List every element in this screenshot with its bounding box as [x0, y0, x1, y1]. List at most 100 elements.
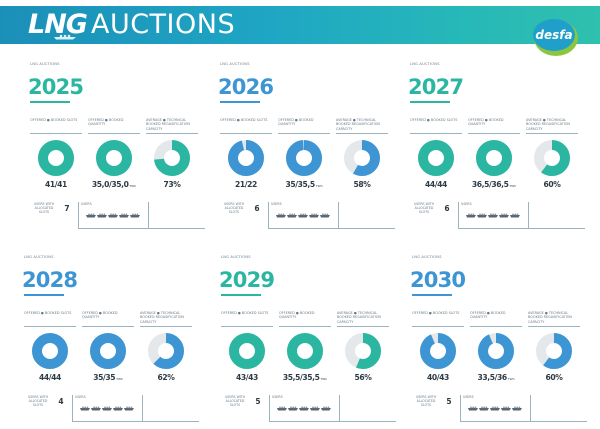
- metric-label: OFFERED ● BOOKED SLOTS: [30, 118, 78, 122]
- auction-panel-2026: LNG AUCTIONS 2026 OFFERED ● BOOKED SLOTS 21…: [218, 62, 395, 232]
- year-underline: [30, 101, 70, 103]
- donut-fill: [38, 140, 74, 176]
- donut-fill: [154, 140, 190, 176]
- donut-fill: [418, 140, 454, 176]
- donut-chart: [418, 140, 454, 176]
- panel-year: 2026: [218, 75, 274, 99]
- metric-value-text: 73%: [163, 180, 181, 189]
- users-box-label: USERS: [272, 395, 283, 399]
- donut-fill: [90, 333, 126, 369]
- metric-unit: TWh: [129, 184, 137, 188]
- metric-label: AVERAGE ● TECHNICAL BOOKED REGASIFICATIO…: [336, 118, 380, 131]
- donut-chart: [478, 333, 514, 369]
- metric-divider: [82, 326, 134, 327]
- metric-value-text: 35/35: [93, 373, 116, 382]
- metric-unit: TWh: [320, 377, 328, 381]
- panel-caption: LNG AUCTIONS: [220, 62, 250, 66]
- users-label: USERS WITH ALLOCATED SLOTS: [223, 202, 245, 214]
- donut-chart: [90, 333, 126, 369]
- metric-value-text: 44/44: [425, 180, 447, 189]
- users-box-label: USERS: [81, 202, 92, 206]
- metric-unit: TWh: [509, 184, 517, 188]
- users-label: USERS WITH ALLOCATED SLOTS: [27, 395, 49, 407]
- auction-panel-2030: LNG AUCTIONS 2030 OFFERED ● BOOKED SLOTS 40…: [410, 255, 587, 425]
- donut-chart: [420, 333, 456, 369]
- metric-divider: [410, 133, 462, 134]
- metric-divider: [412, 326, 464, 327]
- donut-chart: [345, 333, 381, 369]
- users-divider: [142, 395, 143, 421]
- header-banner: LNG AUCTIONS: [0, 6, 600, 44]
- users-divider: [458, 202, 459, 228]
- users-box-label: USERS: [461, 202, 472, 206]
- donut-chart: [148, 333, 184, 369]
- users-box-label: USERS: [75, 395, 86, 399]
- users-box-label: USERS: [271, 202, 282, 206]
- metric-label: AVERAGE ● TECHNICAL BOOKED REGASIFICATIO…: [526, 118, 570, 131]
- ship-icon: [54, 34, 76, 40]
- panel-year: 2029: [219, 268, 275, 292]
- metric-value: 62%: [136, 373, 196, 382]
- donut-chart: [476, 140, 512, 176]
- metric-divider: [468, 133, 520, 134]
- users-divider: [72, 395, 73, 421]
- metric-value: 56%: [333, 373, 393, 382]
- users-section: USERS WITH ALLOCATED SLOTS 4 USERS: [24, 395, 199, 425]
- metric-unit: TWh: [116, 377, 123, 381]
- metric-value-text: 36,5/36,5: [471, 180, 509, 189]
- users-label: USERS WITH ALLOCATED SLOTS: [33, 202, 55, 214]
- users-divider: [268, 202, 269, 228]
- donut-chart: [96, 140, 132, 176]
- users-label: USERS WITH ALLOCATED SLOTS: [415, 395, 437, 407]
- year-underline: [24, 294, 64, 296]
- users-rule: [268, 228, 395, 229]
- metric-label: AVERAGE ● TECHNICAL BOOKED REGASIFICATIO…: [140, 311, 184, 324]
- metric-value: 40/43: [408, 373, 468, 382]
- metric-value: 33,5/36TWh: [466, 373, 526, 382]
- auction-panel-2029: LNG AUCTIONS 2029 OFFERED ● BOOKED SLOTS 43…: [219, 255, 396, 425]
- metric-divider: [221, 326, 273, 327]
- donut-fill: [476, 140, 512, 176]
- donut-fill: [536, 333, 572, 369]
- metric-value-text: 40/43: [427, 373, 449, 382]
- year-underline: [220, 101, 260, 103]
- metric-label: OFFERED ● BOOKED QUANTITY: [470, 311, 506, 320]
- donut-chart: [534, 140, 570, 176]
- metric-divider: [30, 133, 82, 134]
- users-label: USERS WITH ALLOCATED SLOTS: [413, 202, 435, 214]
- metric-label: OFFERED ● BOOKED SLOTS: [220, 118, 268, 122]
- metric-divider: [470, 326, 522, 327]
- ships-icon: [276, 213, 330, 218]
- metric-value: 41/41: [26, 180, 86, 189]
- metric-value-text: 41/41: [45, 180, 67, 189]
- year-underline: [221, 294, 261, 296]
- metric-label: OFFERED ● BOOKED SLOTS: [221, 311, 269, 315]
- donut-fill: [534, 140, 570, 176]
- metric-divider: [528, 326, 580, 327]
- ships-icon: [466, 213, 520, 218]
- metric-label: AVERAGE ● TECHNICAL BOOKED REGASIFICATIO…: [528, 311, 572, 324]
- users-divider: [339, 395, 340, 421]
- donut-fill: [344, 140, 380, 176]
- metric-label: AVERAGE ● TECHNICAL BOOKED REGASIFICATIO…: [146, 118, 190, 131]
- users-count: 6: [254, 204, 260, 213]
- metric-divider: [140, 326, 192, 327]
- metric-value-text: 58%: [353, 180, 371, 189]
- panel-caption: LNG AUCTIONS: [30, 62, 60, 66]
- donut-chart: [286, 140, 322, 176]
- donut-chart: [154, 140, 190, 176]
- metric-value-text: 60%: [543, 180, 561, 189]
- metric-label: OFFERED ● BOOKED QUANTITY: [279, 311, 315, 320]
- metric-value-text: 35/35,5: [285, 180, 316, 189]
- metric-value-text: 43/43: [236, 373, 258, 382]
- metric-label: AVERAGE ● TECHNICAL BOOKED REGASIFICATIO…: [337, 311, 381, 324]
- title-auctions: AUCTIONS: [90, 9, 236, 40]
- panel-caption: LNG AUCTIONS: [412, 255, 442, 259]
- users-label: USERS WITH ALLOCATED SLOTS: [224, 395, 246, 407]
- logo-text: desfa: [535, 28, 572, 42]
- users-divider: [338, 202, 339, 228]
- metric-value: 35/35,5TWh: [274, 180, 334, 189]
- metric-divider: [278, 133, 330, 134]
- users-count: 6: [444, 204, 450, 213]
- auction-panel-2027: LNG AUCTIONS 2027 OFFERED ● BOOKED SLOTS 44…: [408, 62, 585, 232]
